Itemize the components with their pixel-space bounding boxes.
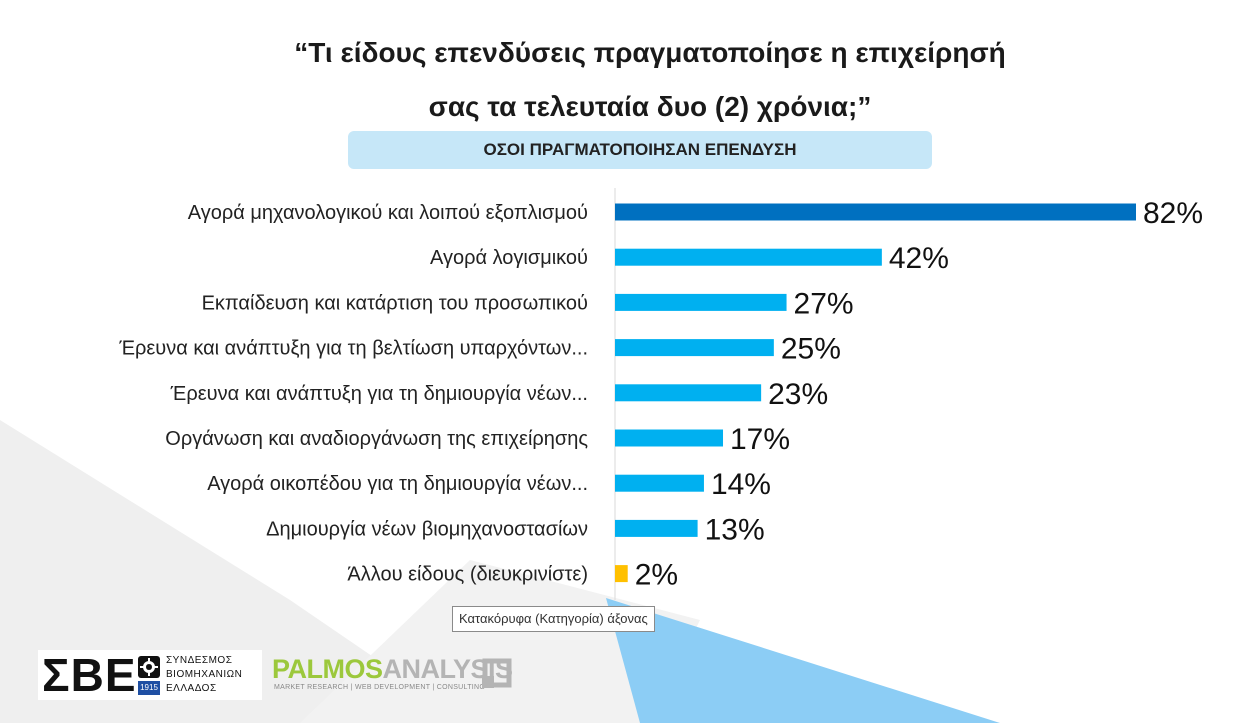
data-label-4: 25%	[781, 333, 841, 366]
chart-title: “Τι είδους επενδύσεις πραγματοποίησε η ε…	[150, 26, 1150, 134]
background-grey-shape	[0, 420, 470, 723]
category-label-3: Εκπαίδευση και κατάρτιση του προσωπικού	[202, 292, 588, 314]
background-blue-shape	[606, 598, 1000, 723]
sbe-logo-letters: ΣΒΕ	[42, 649, 137, 701]
data-label-6: 17%	[730, 423, 790, 456]
chart-title-line-1: “Τι είδους επενδύσεις πραγματοποίησε η ε…	[294, 37, 1006, 68]
data-label-1: 82%	[1143, 197, 1203, 230]
category-label-7: Αγορά οικοπέδου για τη δημιουργία νέων..…	[207, 473, 588, 495]
category-label-5: Έρευνα και ανάπτυξη για τη δημιουργία νέ…	[170, 383, 588, 405]
sbe-logo-text: ΣΥΝΔΕΣΜΟΣ ΒΙΟΜΗΧΑΝΙΩΝ ΕΛΛΑΔΟΣ	[166, 654, 242, 696]
data-label-3: 27%	[794, 287, 854, 320]
data-label-2: 42%	[889, 242, 949, 275]
palmos-square-icon	[482, 658, 512, 688]
palmos-analysis-logo: PALMOSANALYSIS MARKET RESEARCH | WEB DEV…	[272, 654, 522, 700]
sbe-text-line-1: ΣΥΝΔΕΣΜΟΣ	[166, 655, 233, 666]
sbe-text-line-2: ΒΙΟΜΗΧΑΝΙΩΝ	[166, 669, 243, 680]
bar-6	[615, 429, 724, 447]
bar-3	[615, 293, 787, 311]
gear-icon	[138, 656, 160, 678]
category-label-1: Αγορά μηχανολογικού και λοιπού εξοπλισμο…	[188, 202, 588, 224]
category-label-4: Έρευνα και ανάπτυξη για τη βελτίωση υπαρ…	[118, 338, 588, 360]
bar-9	[615, 565, 628, 583]
bar-8	[615, 519, 698, 537]
axis-tooltip: Κατακόρυφα (Κατηγορία) άξονας	[452, 606, 655, 632]
chart-title-line-2: σας τα τελευταία δυο (2) χρόνια;”	[428, 91, 872, 122]
palmos-logo-tagline: MARKET RESEARCH | WEB DEVELOPMENT | CONS…	[274, 684, 486, 691]
data-label-8: 13%	[705, 513, 765, 546]
bar-5	[615, 384, 762, 402]
palmos-logo-wordmark: PALMOSANALYSIS	[272, 654, 513, 684]
bar-1	[615, 203, 1136, 221]
palmos-word-a: PALMOS	[272, 654, 383, 684]
sbe-logo: ΣΒΕ 1915 ΣΥΝΔΕΣΜΟΣ ΒΙΟΜΗΧΑΝΙΩΝ ΕΛΛΑΔΟΣ	[38, 650, 262, 700]
bar-2	[615, 248, 882, 266]
category-label-8: Δημιουργία νέων βιομηχανοστασίων	[266, 518, 588, 540]
data-label-7: 14%	[711, 468, 771, 501]
chart-subtitle-badge: ΟΣΟΙ ΠΡΑΓΜΑΤΟΠΟΙΗΣΑΝ ΕΠΕΝΔΥΣΗ	[348, 131, 932, 169]
bar-4	[615, 339, 774, 357]
category-label-2: Αγορά λογισμικού	[430, 247, 588, 269]
sbe-text-line-3: ΕΛΛΑΔΟΣ	[166, 683, 217, 694]
bar-7	[615, 474, 704, 492]
category-label-6: Οργάνωση και αναδιοργάνωση της επιχείρησ…	[165, 428, 588, 450]
category-label-9: Άλλου είδους (διευκρινίστε)	[347, 564, 588, 586]
data-label-5: 23%	[768, 378, 828, 411]
data-label-9: 2%	[635, 559, 678, 592]
sbe-year-badge: 1915	[138, 681, 160, 695]
background-grey-shape-2	[300, 560, 700, 723]
